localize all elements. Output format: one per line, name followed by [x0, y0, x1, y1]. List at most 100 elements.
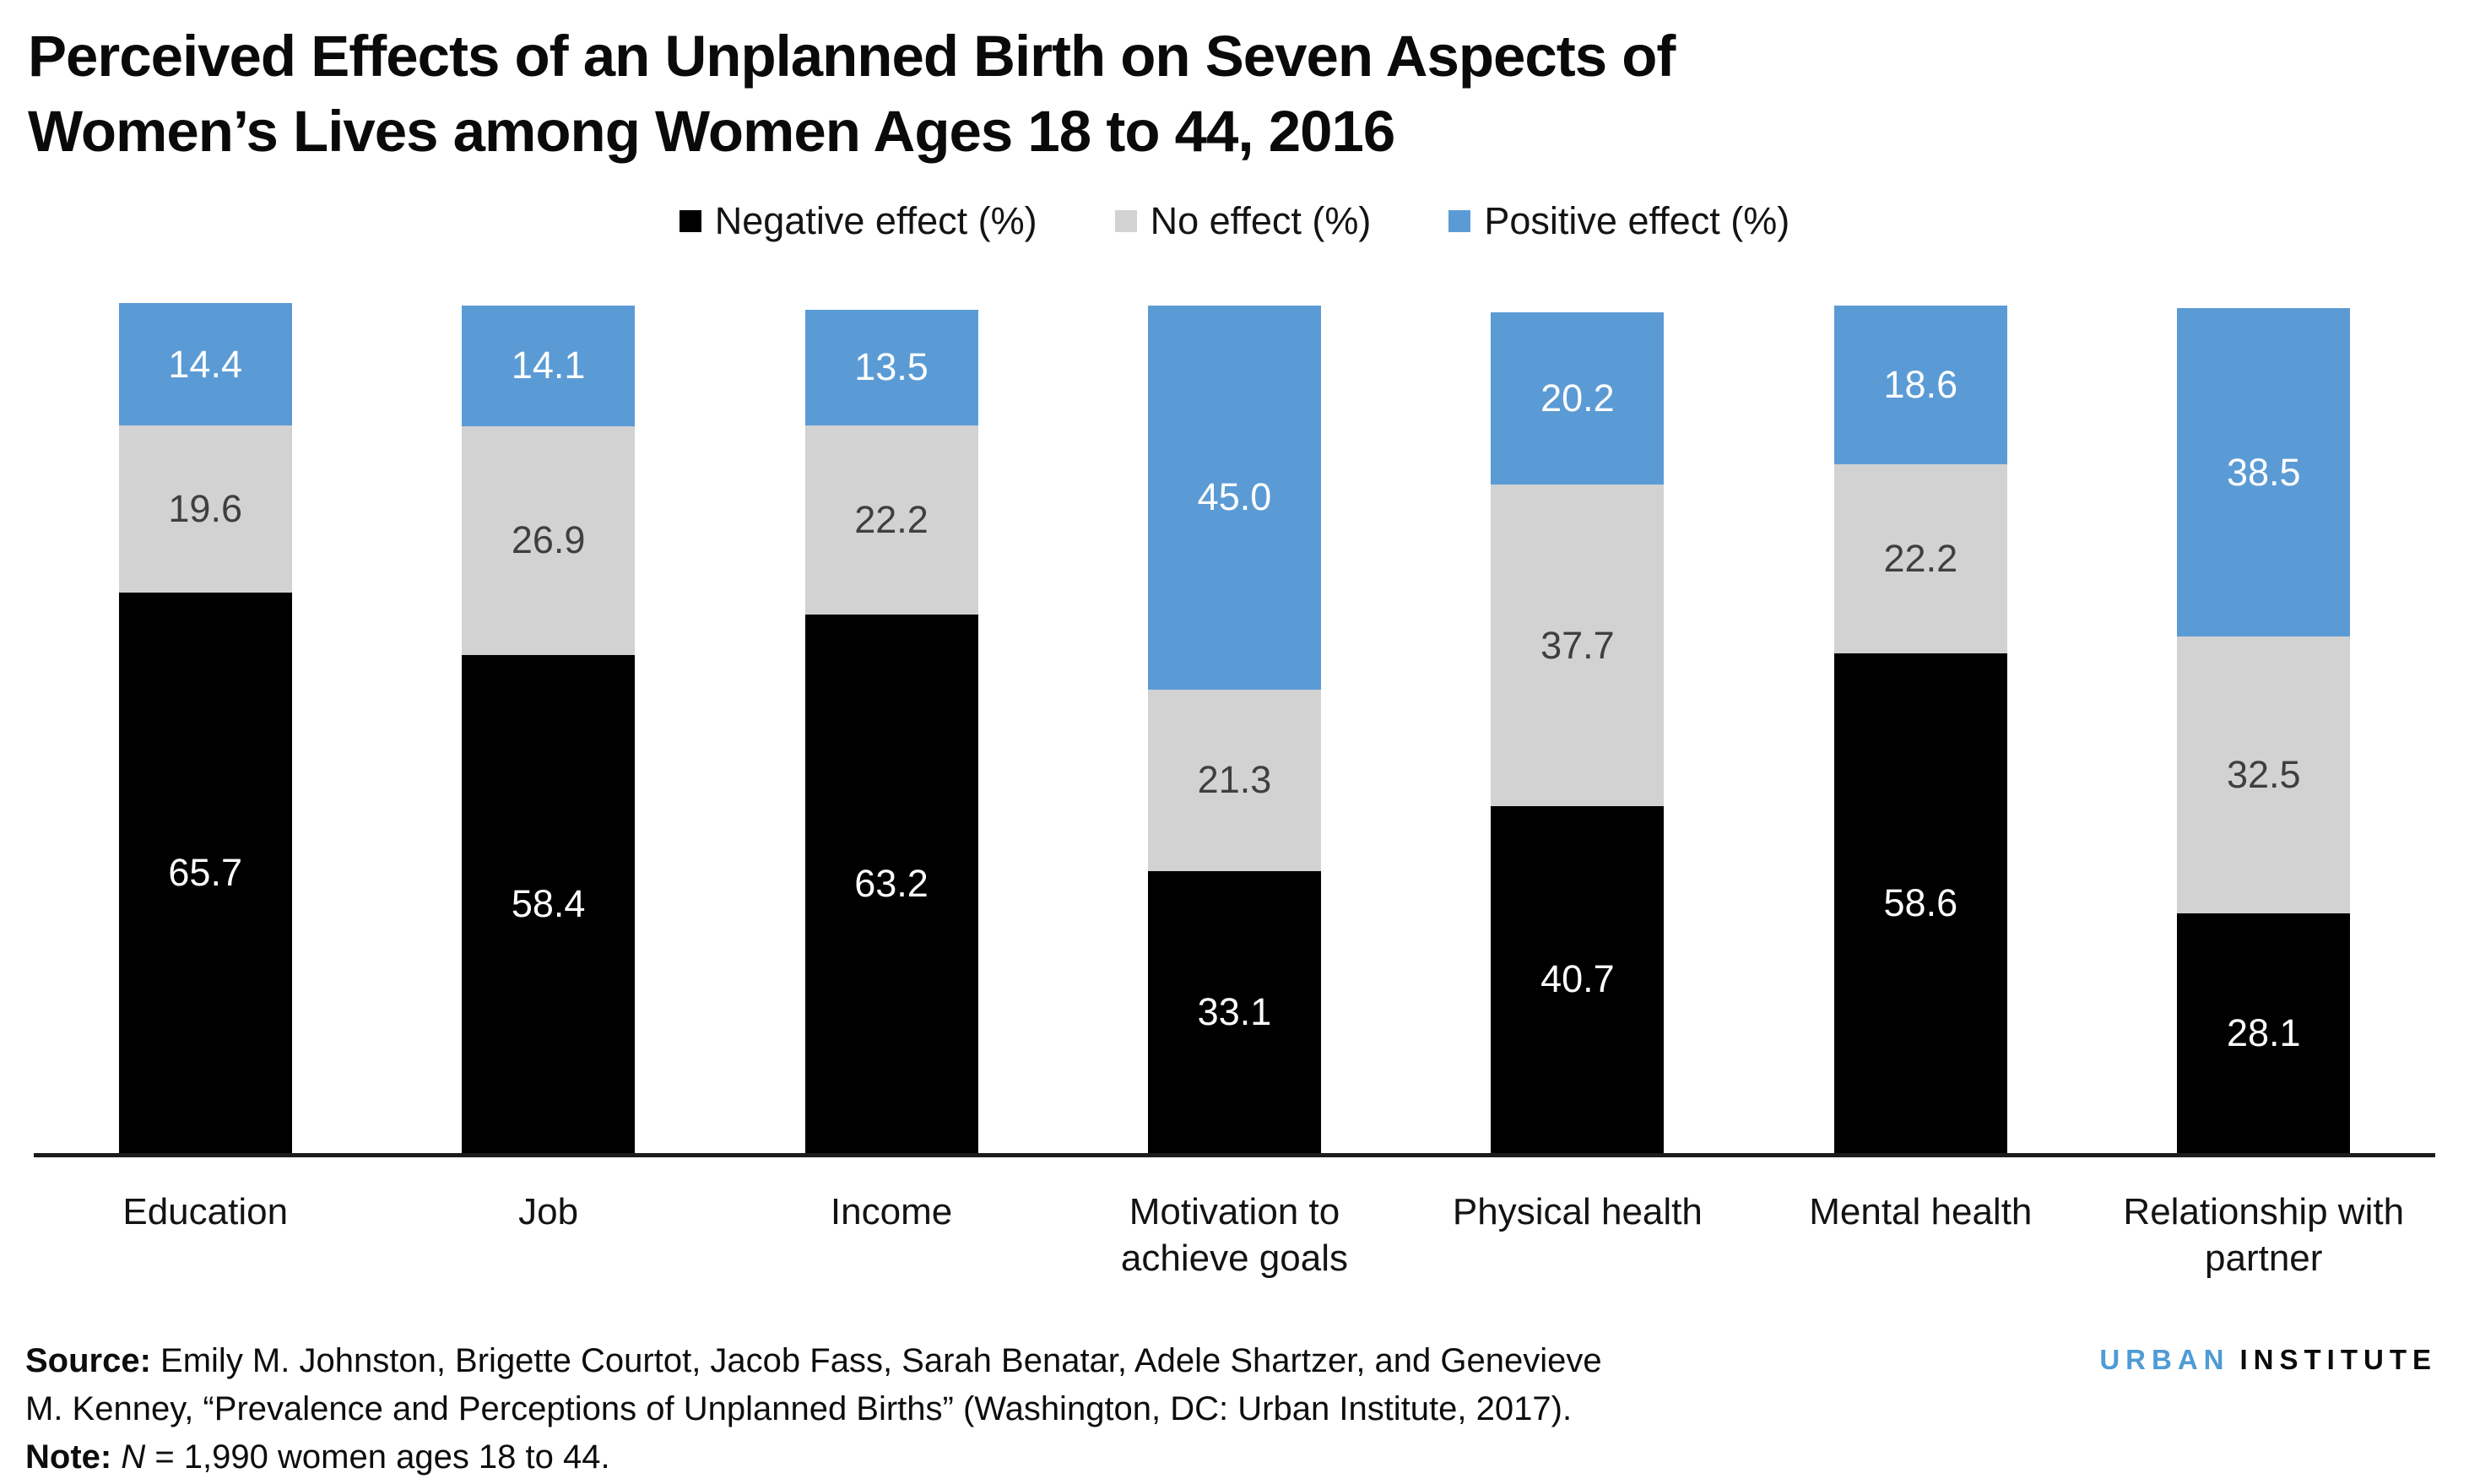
bar-segment-no-effect: 22.2: [1833, 463, 2007, 654]
category-label: Relationship with partner: [2123, 1191, 2405, 1279]
bar-value-label: 45.0: [1197, 475, 1272, 519]
legend: Negative effect (%) No effect (%) Positive…: [0, 199, 2469, 243]
bar-segment-no-effect: 26.9: [462, 425, 636, 656]
category-label: Job: [518, 1191, 579, 1232]
category-axis-labels: Education Job Income Motivation to achieve …: [34, 1189, 2435, 1281]
bar-segment-positive: 14.4: [118, 303, 292, 426]
chart-title: Perceived Effects of an Unplanned Birth …: [28, 19, 1676, 169]
chart-title-line1: Perceived Effects of an Unplanned Birth …: [28, 24, 1676, 89]
bar-value-label: 22.2: [854, 497, 929, 541]
bar-value-label: 58.6: [1883, 881, 1958, 925]
x-axis-line: [34, 1153, 2435, 1157]
stacked-bar: 14.1 26.9 58.4: [462, 306, 636, 1153]
chart-column: 14.4 19.6 65.7: [34, 301, 376, 1153]
bar-segment-negative: 63.2: [804, 614, 978, 1153]
source-line-2: M. Kenney, “Prevalence and Perceptions o…: [25, 1385, 1602, 1433]
stacked-bar: 20.2 37.7 40.7: [1491, 312, 1665, 1153]
note-text: = 1,990 women ages 18 to 44.: [145, 1438, 610, 1476]
legend-label-negative: Negative effect (%): [714, 199, 1037, 242]
bar-segment-negative: 28.1: [2177, 913, 2351, 1153]
chart-title-line2: Women’s Lives among Women Ages 18 to 44,…: [28, 99, 1395, 164]
legend-item-no-effect: No effect (%): [1114, 199, 1372, 243]
bar-value-label: 37.7: [1540, 623, 1615, 667]
bar-value-label: 26.9: [511, 518, 586, 562]
stacked-bar: 38.5 32.5 28.1: [2177, 308, 2351, 1153]
bar-value-label: 13.5: [854, 345, 929, 389]
stacked-bar: 45.0 21.3 33.1: [1147, 306, 1321, 1153]
legend-label-positive: Positive effect (%): [1484, 199, 1790, 242]
category-label: Education: [122, 1191, 289, 1232]
bar-segment-positive: 18.6: [1833, 306, 2007, 464]
bar-value-label: 28.1: [2226, 1011, 2301, 1055]
bar-value-label: 19.6: [168, 487, 242, 531]
category-label: Income: [830, 1191, 953, 1232]
bar-segment-no-effect: 22.2: [804, 425, 978, 615]
bar-segment-no-effect: 32.5: [2177, 636, 2351, 914]
bar-segment-no-effect: 21.3: [1147, 689, 1321, 871]
bar-value-label: 58.4: [511, 882, 586, 926]
bar-value-label: 21.3: [1197, 758, 1272, 802]
bar-value-label: 14.1: [511, 344, 586, 387]
chart-column: 13.5 22.2 63.2: [720, 301, 1063, 1153]
bar-value-label: 65.7: [168, 851, 242, 895]
bar-value-label: 18.6: [1883, 362, 1958, 406]
category-label: Mental health: [1809, 1191, 2033, 1232]
category-cell: Income: [720, 1189, 1063, 1281]
bar-value-label: 33.1: [1197, 989, 1272, 1033]
footer-notes: Source: Emily M. Johnston, Brigette Cour…: [25, 1337, 1602, 1481]
chart-columns: 14.4 19.6 65.7 14.1 26.9 58.4 13.5 22.2 63.2 45.0…: [34, 301, 2435, 1153]
category-cell: Physical health: [1406, 1189, 1749, 1281]
bar-segment-no-effect: 37.7: [1491, 485, 1665, 806]
logo-word-institute: INSTITUTE: [2239, 1344, 2437, 1375]
bar-segment-negative: 58.6: [1833, 653, 2007, 1153]
bar-segment-negative: 40.7: [1491, 805, 1665, 1153]
bar-segment-positive: 13.5: [804, 310, 978, 425]
category-cell: Job: [376, 1189, 719, 1281]
bar-segment-positive: 14.1: [462, 306, 636, 426]
bar-value-label: 22.2: [1883, 537, 1958, 581]
bar-value-label: 20.2: [1540, 376, 1615, 420]
note-n: N: [121, 1438, 146, 1476]
bar-value-label: 14.4: [168, 342, 242, 386]
note-line: Note: N = 1,990 women ages 18 to 44.: [25, 1433, 1602, 1481]
bar-segment-negative: 65.7: [118, 593, 292, 1153]
legend-swatch-no-effect: [1114, 210, 1137, 232]
chart-column: 14.1 26.9 58.4: [376, 301, 719, 1153]
chart-column: 20.2 37.7 40.7: [1406, 301, 1749, 1153]
stacked-bar: 18.6 22.2 58.6: [1833, 306, 2007, 1153]
bar-segment-positive: 38.5: [2177, 308, 2351, 636]
legend-swatch-positive: [1448, 210, 1471, 232]
legend-item-negative: Negative effect (%): [679, 199, 1037, 243]
category-label: Motivation to achieve goals: [1120, 1191, 1348, 1279]
logo-word-urban: URBAN: [2099, 1344, 2230, 1375]
category-label: Physical health: [1452, 1191, 1703, 1232]
source-line-1: Source: Emily M. Johnston, Brigette Cour…: [25, 1337, 1602, 1385]
chart-column: 18.6 22.2 58.6: [1749, 301, 2092, 1153]
bar-value-label: 40.7: [1540, 957, 1615, 1001]
source-text-2: M. Kenney, “Prevalence and Perceptions o…: [25, 1390, 1573, 1427]
category-cell: Education: [34, 1189, 376, 1281]
category-cell: Motivation to achieve goals: [1063, 1189, 1405, 1281]
urban-institute-logo: URBAN INSTITUTE: [2099, 1344, 2437, 1376]
note-label: Note:: [25, 1438, 122, 1476]
legend-swatch-negative: [679, 210, 701, 232]
bar-segment-positive: 45.0: [1147, 306, 1321, 690]
bar-value-label: 38.5: [2226, 450, 2301, 494]
category-cell: Relationship with partner: [2093, 1189, 2435, 1281]
chart-column: 45.0 21.3 33.1: [1063, 301, 1405, 1153]
legend-item-positive: Positive effect (%): [1448, 199, 1789, 243]
bar-segment-negative: 58.4: [462, 655, 636, 1153]
bar-value-label: 63.2: [854, 861, 929, 905]
legend-label-no-effect: No effect (%): [1150, 199, 1372, 242]
stacked-bar: 13.5 22.2 63.2: [804, 310, 978, 1153]
category-cell: Mental health: [1749, 1189, 2092, 1281]
bar-value-label: 32.5: [2226, 753, 2301, 797]
source-text-1: Emily M. Johnston, Brigette Courtot, Jac…: [160, 1342, 1602, 1379]
bar-segment-no-effect: 19.6: [118, 425, 292, 593]
plot-area: 14.4 19.6 65.7 14.1 26.9 58.4 13.5 22.2 63.2 45.0…: [34, 301, 2435, 1153]
bar-segment-positive: 20.2: [1491, 312, 1665, 485]
stacked-bar: 14.4 19.6 65.7: [118, 303, 292, 1153]
bar-segment-negative: 33.1: [1147, 870, 1321, 1153]
chart-column: 38.5 32.5 28.1: [2093, 301, 2435, 1153]
source-label: Source:: [25, 1342, 161, 1379]
